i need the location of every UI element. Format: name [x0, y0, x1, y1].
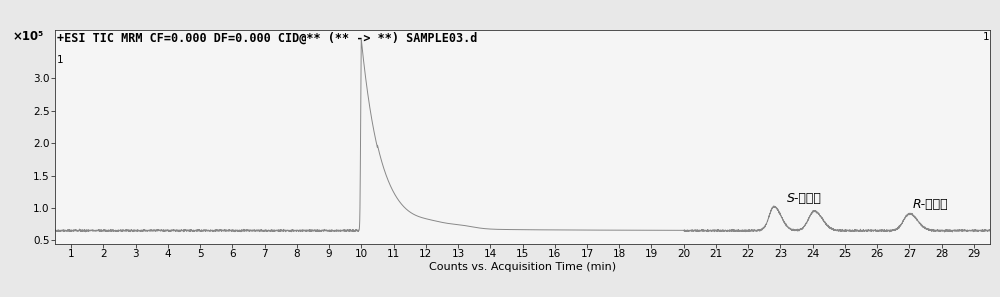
X-axis label: Counts vs. Acquisition Time (min): Counts vs. Acquisition Time (min)	[429, 262, 616, 272]
Text: S-降烟碱: S-降烟碱	[787, 192, 822, 205]
Text: 1: 1	[57, 55, 63, 65]
Text: +ESI TIC MRM CF=0.000 DF=0.000 CID@** (** -> **) SAMPLE03.d: +ESI TIC MRM CF=0.000 DF=0.000 CID@** (*…	[57, 32, 477, 45]
Text: ×10⁵: ×10⁵	[13, 30, 44, 43]
Text: 1: 1	[982, 32, 989, 42]
Text: R-降烟碱: R-降烟碱	[913, 198, 948, 211]
